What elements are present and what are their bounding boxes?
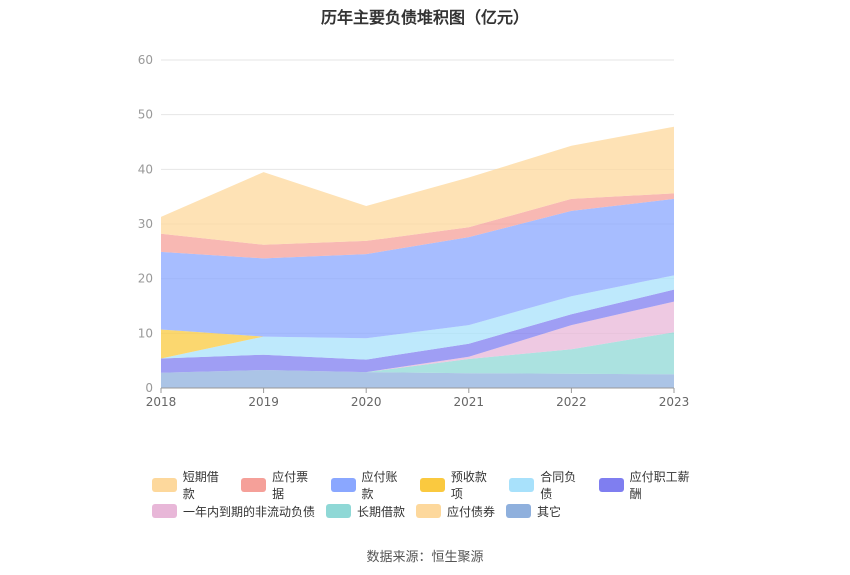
legend-item[interactable]: 预收款项: [420, 468, 498, 502]
legend-label: 应付票据: [272, 470, 309, 501]
axes: 0 10 20 30 40 50 60 2018 2019 2020 2021 2022 2023: [138, 53, 690, 409]
legend-item[interactable]: 应付职工薪酬: [598, 468, 701, 502]
y-tick-label: 60: [138, 53, 153, 67]
x-tick-label: 2022: [556, 395, 587, 409]
area-短期借款: [161, 126, 674, 245]
legend-item[interactable]: 应付票据: [241, 468, 319, 502]
legend-item[interactable]: 应付账款: [330, 468, 409, 502]
area-应付职工薪酬: [161, 289, 674, 373]
x-tick-label: 2019: [248, 395, 279, 409]
y-tick-label: 0: [145, 381, 153, 395]
legend-label: 应付债券: [447, 504, 496, 519]
legend-row: 一年内到期的非流动负债 长期借款 应付债券 其它: [152, 498, 712, 524]
legend-item[interactable]: 短期借款: [152, 468, 230, 502]
legend-row: 短期借款 应付票据 应付账款 预收款项 合同负债 应付职工薪酬: [152, 470, 712, 501]
legend-item[interactable]: 应付债券: [416, 503, 495, 520]
x-tick-label: 2018: [146, 395, 177, 409]
legend-swatch: [152, 478, 177, 492]
legend-swatch: [416, 504, 442, 518]
legend-swatch: [598, 478, 624, 492]
area-一年内到期的非流动负债: [161, 301, 674, 373]
legend-swatch: [506, 504, 532, 518]
area-应付票据: [161, 193, 674, 259]
legend-swatch: [420, 478, 445, 492]
legend-swatch: [241, 478, 267, 492]
legend-label: 预收款项: [450, 470, 487, 501]
area-应付账款: [161, 198, 674, 339]
chart-title: 历年主要负债堆积图（亿元）: [320, 8, 529, 27]
legend: 短期借款 应付票据 应付账款 预收款项 合同负债 应付职工薪酬 一年内到期的非流动负债 长期…: [152, 470, 712, 524]
legend-label: 长期借款: [357, 504, 406, 519]
x-tick-label: 2020: [351, 395, 382, 409]
legend-item[interactable]: 长期借款: [326, 503, 405, 520]
area-合同负债: [161, 275, 674, 360]
legend-label: 合同负债: [540, 470, 577, 501]
y-tick-label: 10: [138, 326, 153, 340]
legend-label: 其它: [537, 504, 562, 519]
y-tick-label: 50: [138, 108, 153, 122]
legend-swatch: [509, 478, 535, 492]
legend-item[interactable]: 其它: [506, 503, 561, 520]
y-tick-label: 20: [138, 272, 153, 286]
x-tick-label: 2023: [659, 395, 690, 409]
y-tick-label: 40: [138, 162, 153, 176]
area-其它: [161, 370, 674, 388]
legend-label: 应付职工薪酬: [629, 470, 690, 501]
legend-label: 一年内到期的非流动负债: [183, 504, 316, 519]
legend-swatch: [152, 504, 177, 518]
data-source: 数据来源：恒生聚源: [366, 550, 484, 565]
legend-item[interactable]: 合同负债: [509, 468, 587, 502]
legend-swatch: [326, 504, 352, 518]
legend-item[interactable]: 一年内到期的非流动负债: [152, 503, 315, 520]
legend-swatch: [330, 478, 356, 492]
x-tick-label: 2021: [454, 395, 485, 409]
legend-label: 应付账款: [361, 470, 398, 501]
area-长期借款: [161, 332, 674, 375]
legend-label: 短期借款: [182, 470, 219, 501]
y-tick-label: 30: [138, 217, 153, 231]
stacked-area-chart: 0 10 20 30 40 50 60 2018 2019 2020 2021 2022 2023: [138, 53, 690, 409]
area-series: [161, 126, 674, 388]
